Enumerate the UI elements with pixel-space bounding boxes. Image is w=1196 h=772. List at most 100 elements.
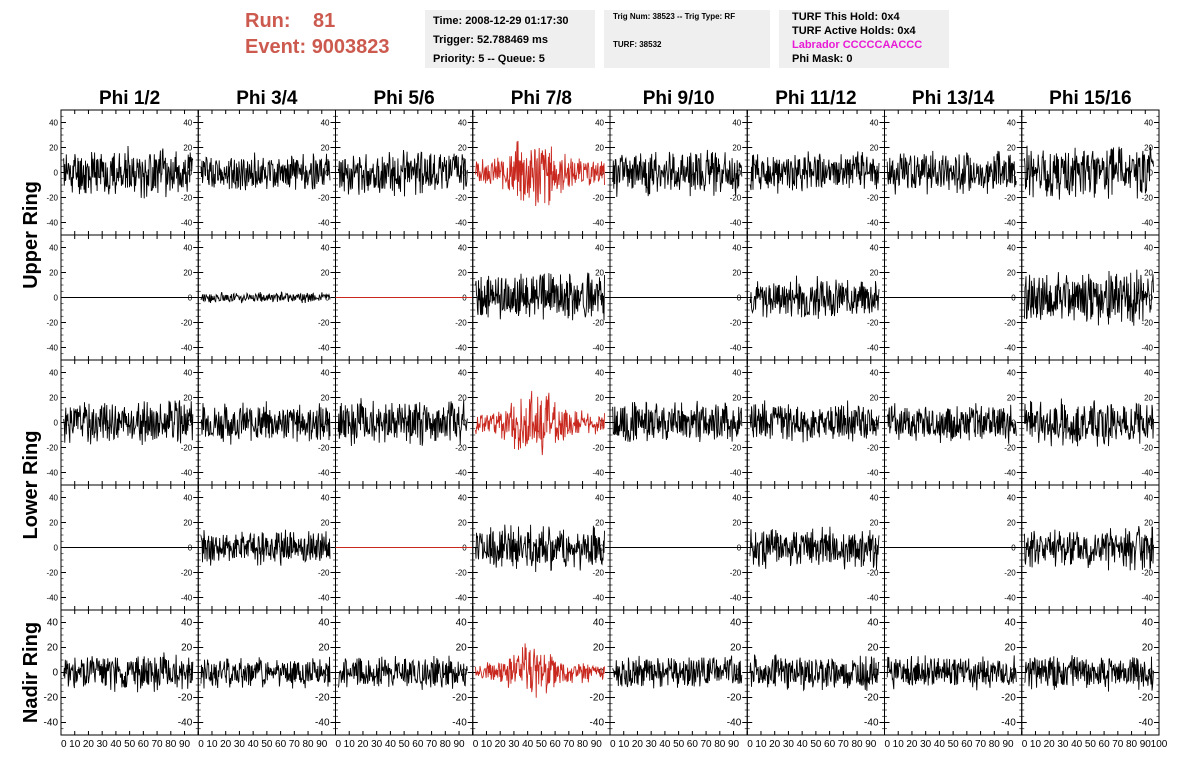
waveform-trace [63, 400, 194, 446]
y-tick-label: -20 [455, 444, 467, 453]
y-tick-label: 20 [183, 519, 192, 528]
waveform-trace [200, 656, 331, 689]
ring-label: Upper Ring [20, 181, 42, 289]
y-tick-label: 20 [183, 394, 192, 403]
x-tick-label: 10 [69, 739, 81, 750]
y-tick-label: 40 [458, 244, 467, 253]
y-tick-label: 40 [458, 494, 467, 503]
y-tick-label: -20 [46, 319, 58, 328]
y-tick-label: -20 [315, 693, 330, 704]
y-tick-label: 20 [183, 144, 192, 153]
x-tick-label: 10 [618, 739, 630, 750]
x-tick-label: 70 [838, 739, 850, 750]
y-tick-label: 20 [49, 269, 58, 278]
y-tick-label: 20 [1007, 519, 1016, 528]
x-tick-label: 20 [357, 739, 369, 750]
y-tick-label: -20 [730, 194, 742, 203]
turf-info-box: TURF This Hold: 0x4 TURF Active Holds: 0… [779, 10, 949, 68]
waveform-trace [337, 149, 468, 197]
y-tick-label: 0 [188, 544, 193, 553]
y-tick-label: 20 [593, 643, 605, 654]
turf-text: TURF: 38532 [613, 40, 662, 49]
x-tick-label: 30 [97, 739, 109, 750]
y-tick-label: -40 [1001, 718, 1016, 729]
x-tick-label: 30 [371, 739, 383, 750]
ring-label: Lower Ring [20, 431, 42, 540]
x-tick-label: 50 [673, 739, 685, 750]
y-tick-label: -40 [867, 219, 879, 228]
y-tick-label: -20 [730, 319, 742, 328]
y-tick-label: 40 [49, 119, 58, 128]
y-tick-label: 20 [1144, 519, 1153, 528]
y-tick-label: 40 [49, 244, 58, 253]
x-tick-label: 30 [783, 739, 795, 750]
x-tick-label: 70 [152, 739, 164, 750]
y-tick-label: 20 [183, 269, 192, 278]
waveform-trace [475, 643, 605, 698]
x-tick-label: 80 [165, 739, 177, 750]
y-tick-label: 0 [600, 544, 605, 553]
x-tick-label: 80 [989, 739, 1001, 750]
y-tick-label: 20 [1142, 643, 1154, 654]
y-tick-label: -20 [592, 444, 604, 453]
x-tick-label: 0 [61, 739, 67, 750]
y-tick-label: 40 [1007, 244, 1016, 253]
y-tick-label: 20 [456, 643, 468, 654]
x-tick-label: 80 [440, 739, 452, 750]
event-line: Event: 9003823 [245, 34, 390, 60]
y-tick-label: -40 [1004, 469, 1016, 478]
run-event-box: Run: 81 Event: 9003823 [245, 8, 390, 60]
y-tick-label: -20 [867, 194, 879, 203]
y-tick-label: 20 [732, 269, 741, 278]
waveform-trace [886, 655, 1017, 691]
waveform-trace [749, 151, 880, 194]
waveform-trace [749, 654, 880, 692]
y-tick-label: -20 [181, 319, 193, 328]
y-tick-label: 20 [870, 144, 879, 153]
x-tick-label: 10 [893, 739, 905, 750]
y-tick-label: 20 [867, 643, 879, 654]
x-tick-label: 20 [632, 739, 644, 750]
y-tick-label: 0 [324, 668, 330, 679]
x-tick-label: 20 [495, 739, 507, 750]
x-tick-label: 30 [1057, 739, 1069, 750]
x-tick-label: 60 [138, 739, 150, 750]
y-tick-label: 20 [1007, 269, 1016, 278]
y-tick-label: -40 [1004, 344, 1016, 353]
y-tick-label: 20 [321, 144, 330, 153]
y-tick-label: 40 [183, 369, 192, 378]
y-tick-label: -40 [455, 594, 467, 603]
waveform-trace [200, 529, 331, 566]
y-tick-label: -20 [181, 194, 193, 203]
run-label: Run: [245, 10, 291, 32]
y-tick-label: 40 [1007, 369, 1016, 378]
y-tick-label: -40 [1004, 594, 1016, 603]
y-tick-label: -20 [730, 569, 742, 578]
x-tick-label: 60 [275, 739, 287, 750]
y-tick-label: -40 [727, 718, 742, 729]
y-tick-label: -40 [592, 344, 604, 353]
y-tick-label: -40 [867, 594, 879, 603]
x-tick-label: 60 [550, 739, 562, 750]
y-tick-label: -40 [44, 718, 59, 729]
y-tick-label: 40 [1144, 369, 1153, 378]
x-tick-label: 20 [83, 739, 95, 750]
run-value: 81 [313, 10, 336, 32]
y-tick-label: -20 [181, 444, 193, 453]
y-tick-label: -20 [1141, 319, 1153, 328]
y-tick-label: 0 [462, 419, 467, 428]
y-tick-label: 40 [1005, 618, 1017, 629]
x-tick-label: 40 [1071, 739, 1083, 750]
x-tick-label: 90 [179, 739, 191, 750]
y-tick-label: 20 [595, 394, 604, 403]
x-tick-label: 90 [453, 739, 465, 750]
x-tick-label: 100 [1151, 739, 1168, 750]
y-tick-label: -20 [1004, 319, 1016, 328]
y-tick-label: 20 [458, 144, 467, 153]
y-tick-label: -20 [1001, 693, 1016, 704]
waveform-trace [337, 398, 468, 447]
y-tick-label: 20 [321, 269, 330, 278]
y-tick-label: 0 [462, 169, 467, 178]
x-tick-label: 90 [728, 739, 740, 750]
y-tick-label: 20 [870, 394, 879, 403]
